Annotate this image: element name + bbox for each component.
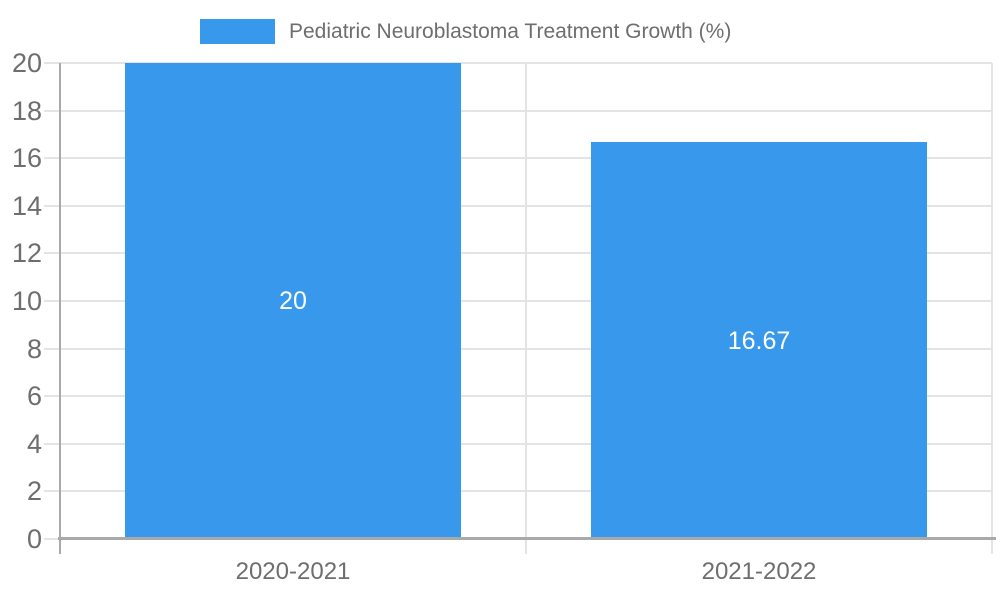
legend-swatch-icon xyxy=(200,19,275,44)
y-tick-label: 16 xyxy=(11,143,42,173)
y-gridline xyxy=(44,157,992,159)
y-gridline xyxy=(44,62,992,64)
x-axis-line xyxy=(58,537,996,540)
y-gridline xyxy=(44,395,992,397)
y-gridline xyxy=(44,348,992,350)
x-tick-label: 2020-2021 xyxy=(235,558,351,585)
y-gridline xyxy=(44,252,992,254)
y-gridline xyxy=(44,490,992,492)
legend-label: Pediatric Neuroblastoma Treatment Growth… xyxy=(289,20,732,43)
y-tick-label: 6 xyxy=(26,381,42,411)
bar-value-label: 20 xyxy=(279,287,307,315)
x-tick-label: 2021-2022 xyxy=(701,558,817,585)
y-tick-label: 4 xyxy=(26,429,42,459)
bar[interactable] xyxy=(591,142,927,539)
y-gridline xyxy=(44,110,992,112)
y-gridline xyxy=(44,300,992,302)
y-tick-label: 20 xyxy=(11,48,42,78)
bar-value-label: 16.67 xyxy=(727,327,791,355)
y-gridline xyxy=(44,443,992,445)
y-tick-label: 12 xyxy=(11,238,42,268)
y-tick-label: 0 xyxy=(26,524,42,554)
y-tick-label: 2 xyxy=(26,476,42,506)
bar[interactable] xyxy=(125,63,461,539)
y-tick-label: 10 xyxy=(11,286,42,316)
y-gridline xyxy=(44,205,992,207)
legend[interactable]: Pediatric Neuroblastoma Treatment Growth… xyxy=(200,19,731,44)
y-tick-label: 14 xyxy=(11,191,42,221)
y-tick-label: 18 xyxy=(11,96,42,126)
y-axis-line xyxy=(59,63,61,554)
x-gridline xyxy=(991,63,993,554)
y-tick-label: 8 xyxy=(26,334,42,364)
x-gridline xyxy=(525,63,527,554)
